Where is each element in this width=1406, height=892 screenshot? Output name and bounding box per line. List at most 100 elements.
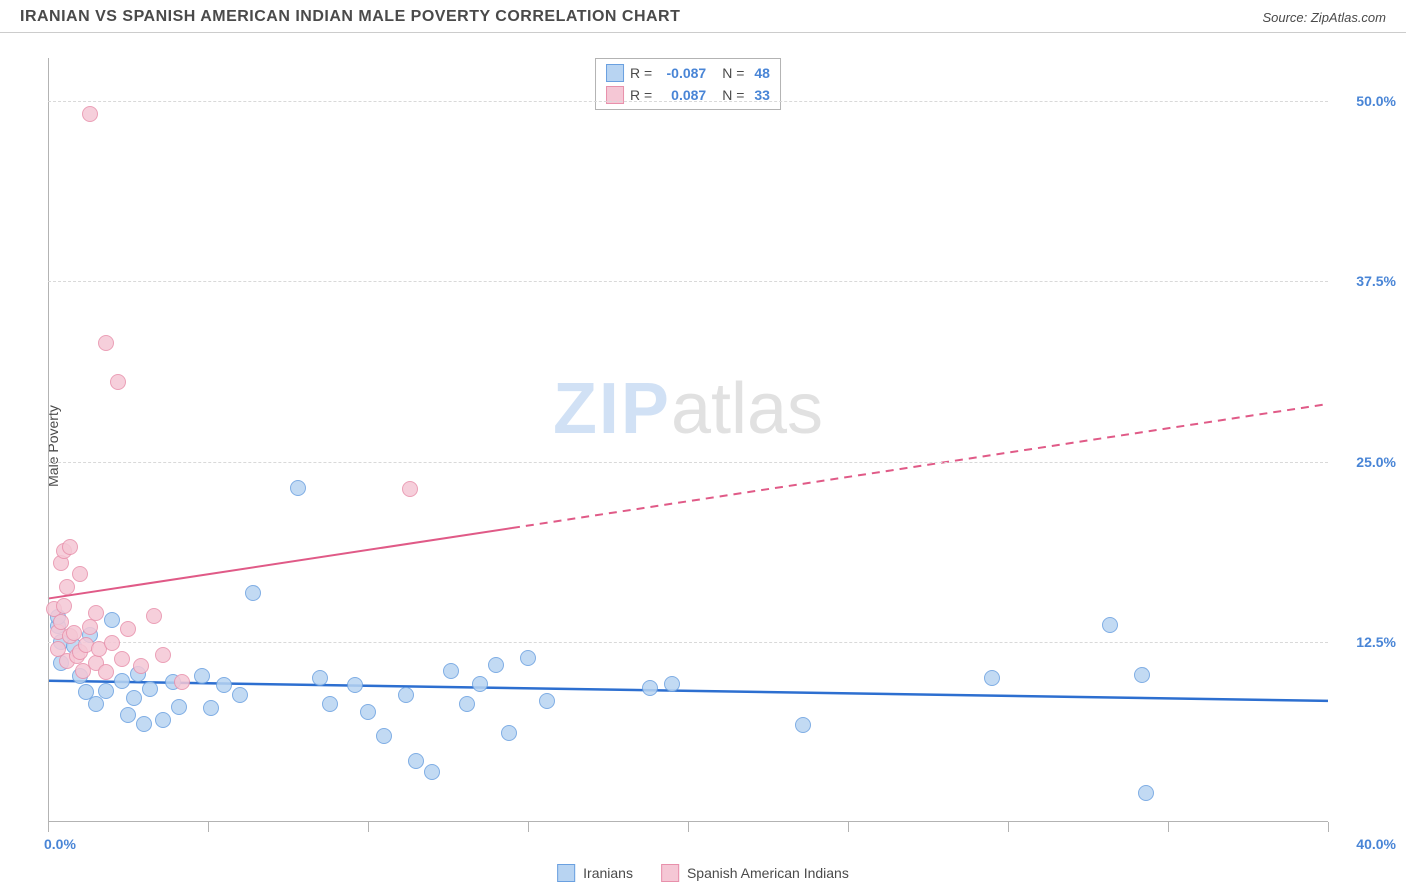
x-tick (1328, 822, 1329, 832)
data-point (290, 480, 306, 496)
y-axis-line (48, 58, 49, 822)
x-tick (368, 822, 369, 832)
data-point (126, 690, 142, 706)
data-point (59, 579, 75, 595)
x-tick (528, 822, 529, 832)
y-tick-label: 37.5% (1336, 273, 1396, 289)
data-point (136, 716, 152, 732)
legend-item: Spanish American Indians (661, 864, 849, 882)
data-point (322, 696, 338, 712)
data-point (1138, 785, 1154, 801)
series-legend: Iranians Spanish American Indians (557, 864, 849, 882)
data-point (360, 704, 376, 720)
legend-r-label: R = (630, 62, 652, 84)
chart-source: Source: ZipAtlas.com (1262, 10, 1386, 25)
legend-n-value: 33 (754, 84, 770, 106)
data-point (984, 670, 1000, 686)
data-point (114, 651, 130, 667)
x-tick (688, 822, 689, 832)
grid-line (48, 642, 1328, 643)
scatter-chart: ZIPatlas 0.0% 40.0% R =-0.087N =48R =0.0… (48, 58, 1328, 822)
data-point (82, 106, 98, 122)
data-point (110, 374, 126, 390)
data-point (120, 707, 136, 723)
legend-item: Iranians (557, 864, 633, 882)
data-point (194, 668, 210, 684)
legend-swatch (557, 864, 575, 882)
chart-header: IRANIAN VS SPANISH AMERICAN INDIAN MALE … (0, 0, 1406, 33)
data-point (98, 335, 114, 351)
data-point (488, 657, 504, 673)
trend-line-dashed (512, 404, 1328, 528)
data-point (104, 612, 120, 628)
y-tick-label: 25.0% (1336, 454, 1396, 470)
data-point (98, 683, 114, 699)
data-point (114, 673, 130, 689)
data-point (155, 647, 171, 663)
data-point (142, 681, 158, 697)
trend-line (48, 528, 512, 599)
data-point (72, 566, 88, 582)
grid-line (48, 101, 1328, 102)
data-point (174, 674, 190, 690)
x-tick (848, 822, 849, 832)
x-tick (1168, 822, 1169, 832)
chart-title: IRANIAN VS SPANISH AMERICAN INDIAN MALE … (20, 8, 680, 26)
data-point (146, 608, 162, 624)
data-point (664, 676, 680, 692)
legend-r-value: 0.087 (658, 84, 706, 106)
data-point (88, 605, 104, 621)
x-tick-label-last: 40.0% (1336, 836, 1396, 852)
legend-label: Spanish American Indians (687, 865, 849, 881)
source-value: ZipAtlas.com (1311, 10, 1386, 25)
x-tick (48, 822, 49, 832)
data-point (245, 585, 261, 601)
data-point (171, 699, 187, 715)
data-point (203, 700, 219, 716)
legend-r-value: -0.087 (658, 62, 706, 84)
data-point (539, 693, 555, 709)
legend-n-label: N = (722, 84, 744, 106)
data-point (459, 696, 475, 712)
legend-r-label: R = (630, 84, 652, 106)
data-point (501, 725, 517, 741)
x-tick (208, 822, 209, 832)
data-point (376, 728, 392, 744)
data-point (443, 663, 459, 679)
y-tick-label: 12.5% (1336, 634, 1396, 650)
data-point (408, 753, 424, 769)
legend-swatch (606, 64, 624, 82)
trend-lines-layer (48, 58, 1328, 822)
data-point (642, 680, 658, 696)
data-point (402, 481, 418, 497)
data-point (133, 658, 149, 674)
data-point (347, 677, 363, 693)
legend-swatch (661, 864, 679, 882)
data-point (56, 598, 72, 614)
data-point (155, 712, 171, 728)
data-point (82, 619, 98, 635)
data-point (104, 635, 120, 651)
x-tick-label-first: 0.0% (44, 836, 76, 852)
legend-n-value: 48 (754, 62, 770, 84)
data-point (120, 621, 136, 637)
data-point (1134, 667, 1150, 683)
data-point (216, 677, 232, 693)
data-point (312, 670, 328, 686)
grid-line (48, 281, 1328, 282)
source-label: Source: (1262, 10, 1310, 25)
y-tick-label: 50.0% (1336, 93, 1396, 109)
legend-row: R =-0.087N =48 (606, 62, 770, 84)
data-point (1102, 617, 1118, 633)
legend-label: Iranians (583, 865, 633, 881)
data-point (232, 687, 248, 703)
data-point (424, 764, 440, 780)
data-point (98, 664, 114, 680)
legend-row: R = 0.087 N = 33 (606, 84, 770, 106)
x-tick (1008, 822, 1009, 832)
data-point (795, 717, 811, 733)
data-point (520, 650, 536, 666)
grid-line (48, 462, 1328, 463)
data-point (62, 539, 78, 555)
data-point (398, 687, 414, 703)
